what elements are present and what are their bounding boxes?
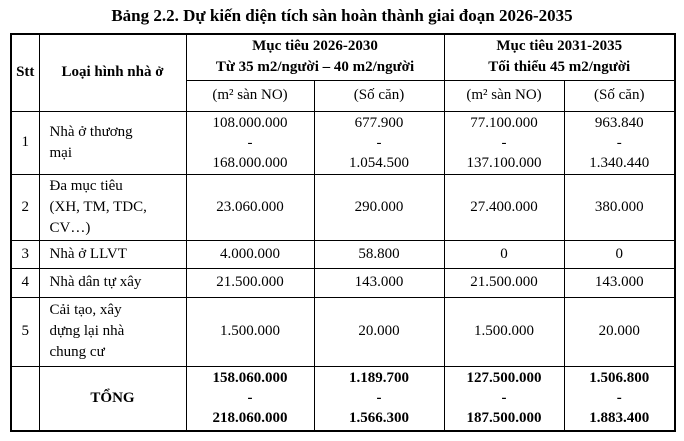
row-label: Nhà dân tự xây — [38, 267, 187, 298]
cell-m2-2031: 127.500.000 - 187.500.000 — [443, 365, 565, 432]
table-title: Bảng 2.2. Dự kiến diện tích sàn hoàn thà… — [111, 6, 573, 25]
cell-m2-2026: 1.500.000 — [185, 296, 315, 367]
cell-units-2026: 1.189.700 - 1.566.300 — [313, 365, 445, 432]
cell-m2-2026: 4.000.000 — [185, 239, 315, 269]
row-stt: 1 — [10, 110, 40, 175]
label-line: Nhà ở LLVT — [49, 245, 127, 262]
cell-value: 963.840 — [594, 114, 644, 131]
label-line: Đa mục tiêu — [49, 177, 123, 194]
group-title: Mục tiêu 2026-2030 — [252, 38, 378, 55]
label-line: Nhà dân tự xây — [49, 274, 142, 290]
group-subtitle: Tối thiểu 45 m2/người — [488, 59, 631, 76]
cell-units-2031: 0 — [563, 239, 676, 269]
label-line: CV…) — [49, 219, 91, 236]
header-stt: Stt — [10, 33, 40, 112]
table-row: 5 Cải tạo, xây dựng lại nhà chung cư 1.5… — [10, 296, 676, 367]
label-line: Nhà ở thương — [49, 123, 133, 140]
range-dash: - — [247, 134, 253, 151]
range-dash: - — [616, 134, 622, 151]
row-stt: 4 — [10, 267, 40, 298]
subheader-units-2026: (Số căn) — [313, 79, 445, 112]
header-housing-type: Loại hình nhà ở — [38, 33, 187, 112]
table-row: 1 Nhà ở thương mại 108.000.000 - 168.000… — [10, 110, 676, 175]
cell-m2-2031: 0 — [443, 239, 565, 269]
range-dash: - — [247, 390, 253, 407]
cell-m2-2026: 21.500.000 — [185, 267, 315, 298]
row-stt: 5 — [10, 296, 40, 367]
cell-m2-2026: 108.000.000 - 168.000.000 — [185, 110, 315, 175]
cell-value: 1.054.500 — [349, 154, 409, 171]
cell-value: 1.506.800 — [589, 370, 650, 387]
label-line: (XH, TM, TDC, — [49, 198, 147, 215]
table-row: 2 Đa mục tiêu (XH, TM, TDC, CV…) 23.060.… — [10, 173, 676, 241]
label-line: Cải tạo, xây — [49, 302, 122, 318]
cell-value: 168.000.000 — [212, 154, 288, 171]
cell-units-2031: 1.506.800 - 1.883.400 — [563, 365, 676, 432]
subheader-m2-2031: (m² sàn NO) — [443, 79, 565, 112]
cell-value: 137.100.000 — [466, 154, 542, 171]
cell-value: 677.900 — [354, 114, 404, 131]
cell-value: 108.000.000 — [212, 114, 288, 131]
cell-units-2026: 20.000 — [313, 296, 445, 367]
row-stt: 3 — [10, 239, 40, 269]
label-line: mại — [49, 144, 73, 161]
housing-floor-area-table: Stt Loại hình nhà ở Mục tiêu 2026-2030 T… — [10, 33, 677, 432]
row-label: Cải tạo, xây dựng lại nhà chung cư — [38, 296, 187, 367]
cell-m2-2031: 77.100.000 - 137.100.000 — [443, 110, 565, 175]
cell-units-2031: 20.000 — [563, 296, 676, 367]
header-group-2026-2030: Mục tiêu 2026-2030 Từ 35 m2/người – 40 m… — [185, 33, 445, 81]
cell-m2-2031: 1.500.000 — [443, 296, 565, 367]
cell-value: 218.060.000 — [212, 410, 288, 427]
total-label: TỔNG — [38, 365, 187, 432]
row-stt: 2 — [10, 173, 40, 241]
header-sub-row: (m² sàn NO) (Số căn) (m² sàn NO) (Số căn… — [11, 79, 676, 112]
row-label: Nhà ở thương mại — [38, 110, 187, 175]
cell-units-2026: 58.800 — [313, 239, 445, 269]
label-line: dựng lại nhà — [49, 323, 125, 339]
row-label: Nhà ở LLVT — [38, 239, 187, 269]
cell-units-2031: 963.840 - 1.340.440 — [563, 110, 676, 175]
cell-m2-2031: 21.500.000 — [443, 267, 565, 298]
cell-value: 1.340.440 — [589, 154, 650, 171]
cell-m2-2031: 27.400.000 — [443, 173, 565, 241]
subheader-units-2031: (Số căn) — [563, 79, 676, 112]
table-row: 3 Nhà ở LLVT 4.000.000 58.800 0 0 — [10, 239, 676, 269]
label-line: chung cư — [49, 344, 105, 360]
header-group-2031-2035: Mục tiêu 2031-2035 Tối thiểu 45 m2/người — [443, 33, 676, 81]
cell-value: 1.566.300 — [349, 410, 409, 427]
cell-m2-2026: 23.060.000 — [185, 173, 315, 241]
cell-value: 187.500.000 — [466, 410, 542, 427]
range-dash: - — [376, 390, 382, 407]
cell-units-2026: 290.000 — [313, 173, 445, 241]
range-dash: - — [376, 134, 382, 151]
total-stt-empty — [10, 365, 40, 432]
header-group-row: Stt Loại hình nhà ở Mục tiêu 2026-2030 T… — [10, 33, 676, 112]
range-dash: - — [501, 134, 507, 151]
cell-units-2031: 380.000 — [563, 173, 676, 241]
total-row: TỔNG 158.060.000 - 218.060.000 1.189.700… — [10, 365, 676, 432]
range-dash: - — [616, 390, 622, 407]
table-row: 4 Nhà dân tự xây 21.500.000 143.000 21.5… — [10, 267, 676, 298]
cell-value: 77.100.000 — [470, 114, 538, 131]
group-title: Mục tiêu 2031-2035 — [496, 38, 623, 55]
row-label: Đa mục tiêu (XH, TM, TDC, CV…) — [38, 173, 187, 241]
subheader-m2-2026: (m² sàn NO) — [185, 79, 315, 112]
range-dash: - — [501, 390, 507, 407]
cell-value: 127.500.000 — [466, 370, 542, 387]
group-subtitle: Từ 35 m2/người – 40 m2/người — [215, 59, 415, 76]
cell-value: 1.883.400 — [589, 410, 650, 427]
cell-units-2026: 143.000 — [313, 267, 445, 298]
cell-value: 1.189.700 — [349, 370, 409, 387]
cell-units-2031: 143.000 — [563, 267, 676, 298]
cell-units-2026: 677.900 - 1.054.500 — [313, 110, 445, 175]
cell-m2-2026: 158.060.000 - 218.060.000 — [185, 365, 315, 432]
cell-value: 158.060.000 — [212, 370, 288, 387]
